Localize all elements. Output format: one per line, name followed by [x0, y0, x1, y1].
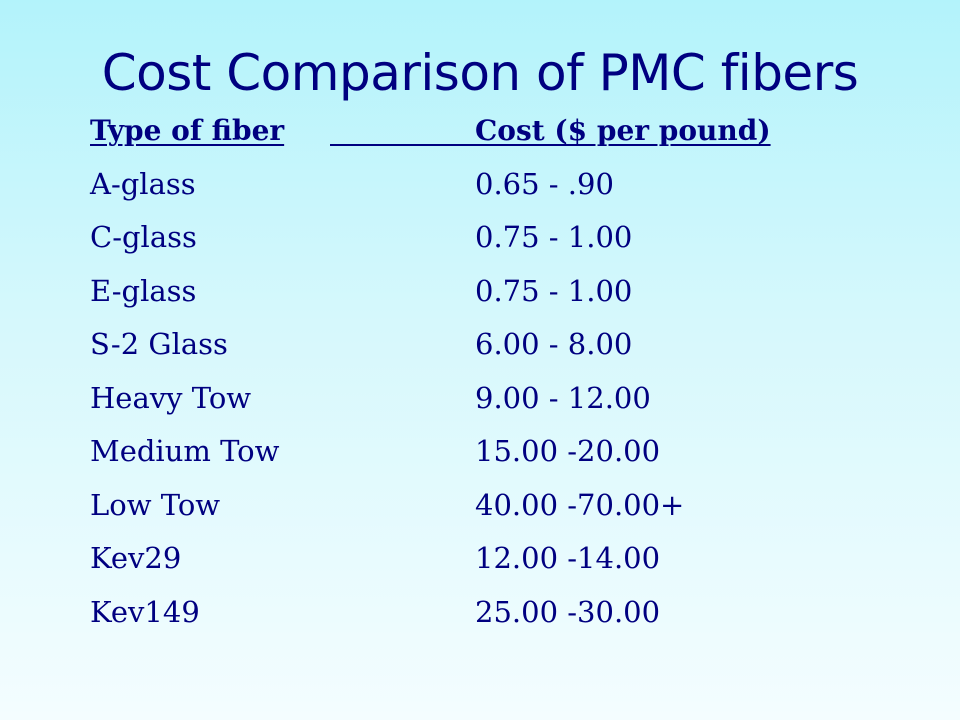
header-underline-gap — [330, 144, 480, 146]
cost-table: Type of fiber Cost ($ per pound) A-glass… — [90, 104, 850, 639]
table-row: Kev149 25.00 -30.00 — [90, 586, 850, 640]
table-row: E-glass 0.75 - 1.00 — [90, 265, 850, 319]
fiber-type-cell: S-2 Glass — [90, 327, 228, 361]
cost-cell: 0.65 - .90 — [475, 166, 614, 201]
cost-cell: 40.00 -70.00+ — [475, 487, 685, 522]
cost-cell: 0.75 - 1.00 — [475, 273, 633, 308]
fiber-type-cell: C-glass — [90, 220, 197, 254]
fiber-type-cell: Low Tow — [90, 487, 221, 522]
table-row: Low Tow 40.00 -70.00+ — [90, 479, 850, 533]
cost-cell: 6.00 - 8.00 — [475, 327, 633, 361]
cost-cell: 25.00 -30.00 — [475, 594, 661, 629]
cost-cell: 15.00 -20.00 — [475, 434, 661, 468]
table-row: S-2 Glass 6.00 - 8.00 — [90, 318, 850, 372]
cost-cell: 0.75 - 1.00 — [475, 220, 633, 254]
table-row: Kev29 12.00 -14.00 — [90, 532, 850, 586]
table-row: C-glass 0.75 - 1.00 — [90, 211, 850, 265]
table-row: Medium Tow 15.00 -20.00 — [90, 425, 850, 479]
fiber-type-cell: Heavy Tow — [90, 380, 252, 415]
header-cost: Cost ($ per pound) — [475, 114, 771, 147]
cost-cell: 12.00 -14.00 — [475, 541, 661, 575]
fiber-type-cell: E-glass — [90, 273, 197, 308]
fiber-type-cell: A-glass — [90, 166, 196, 201]
fiber-type-cell: Kev149 — [90, 594, 200, 629]
table-header-row: Type of fiber Cost ($ per pound) — [90, 104, 850, 158]
table-row: A-glass 0.65 - .90 — [90, 158, 850, 212]
cost-cell: 9.00 - 12.00 — [475, 380, 651, 415]
fiber-type-cell: Medium Tow — [90, 434, 280, 468]
fiber-type-cell: Kev29 — [90, 541, 182, 575]
slide-title: Cost Comparison of PMC fibers — [101, 44, 859, 102]
table-row: Heavy Tow 9.00 - 12.00 — [90, 372, 850, 426]
header-fiber-type: Type of fiber — [90, 114, 285, 147]
